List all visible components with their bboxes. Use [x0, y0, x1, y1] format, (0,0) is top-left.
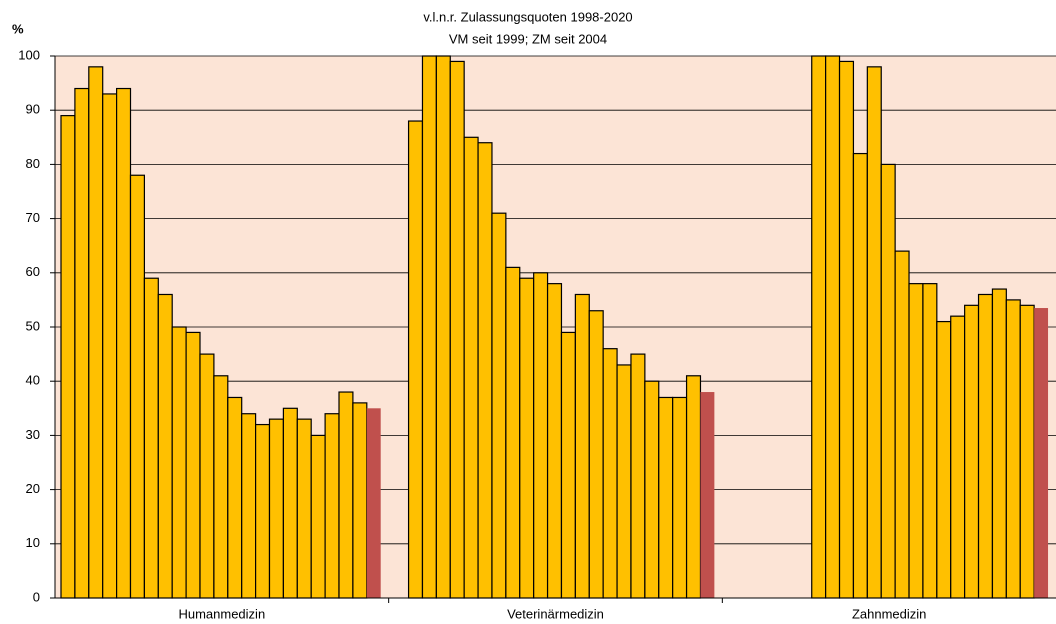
bar [533, 272, 549, 599]
bar [199, 353, 215, 599]
y-tick-label: 50 [26, 318, 40, 333]
bar [1005, 299, 1021, 599]
chart-title: v.l.n.r. Zulassungsquoten 1998-2020 [423, 9, 632, 24]
bar [143, 277, 159, 599]
bar [1034, 308, 1049, 598]
y-tick-label: 80 [26, 156, 40, 171]
bar [366, 408, 381, 598]
bar [838, 60, 855, 599]
y-tick-label: 90 [26, 102, 40, 117]
bar [74, 87, 90, 599]
bar [922, 283, 938, 599]
bar [449, 60, 465, 599]
bar [505, 266, 521, 599]
bar [880, 163, 896, 599]
bar [825, 55, 841, 599]
bar [324, 413, 340, 599]
y-tick-label: 30 [26, 427, 40, 442]
bar [338, 391, 354, 599]
x-tick-label: Zahnmedizin [852, 606, 926, 621]
y-tick-label: 10 [26, 535, 40, 550]
bar [60, 115, 76, 599]
bar [546, 283, 563, 599]
bar [102, 93, 118, 599]
y-tick-label: 60 [26, 264, 40, 279]
bar [171, 326, 187, 599]
bar [227, 396, 243, 599]
bar [852, 152, 868, 599]
y-tick-label: 0 [33, 589, 40, 604]
bar [88, 66, 104, 599]
bar [241, 413, 257, 599]
bar [185, 331, 201, 599]
bar [616, 364, 632, 599]
y-tick-label: 40 [26, 373, 40, 388]
bar [491, 212, 507, 599]
bar [672, 396, 688, 599]
bar [574, 293, 590, 599]
bar [463, 136, 479, 599]
bar [157, 293, 173, 599]
bar [310, 434, 326, 599]
bar [866, 66, 882, 599]
bar [588, 310, 604, 599]
y-tick-label: 70 [26, 210, 40, 225]
bar [560, 331, 576, 599]
bar [644, 380, 660, 599]
bar [936, 320, 952, 599]
bar [700, 392, 715, 598]
bar [129, 174, 145, 599]
bar [421, 55, 437, 599]
chart-subtitle: VM seit 1999; ZM seit 2004 [449, 31, 607, 46]
bar [115, 87, 132, 599]
bar [282, 407, 298, 599]
bar [1019, 304, 1035, 599]
y-tick-label: 20 [26, 481, 40, 496]
bar [685, 375, 702, 599]
bar [519, 277, 535, 599]
bar [268, 418, 284, 599]
bar [950, 315, 966, 599]
bar [658, 396, 674, 599]
bar [352, 402, 368, 599]
bar [977, 293, 994, 599]
bar [477, 142, 493, 599]
bar [908, 283, 924, 599]
bar [213, 375, 229, 599]
bar [894, 250, 910, 599]
y-axis-label: % [12, 21, 24, 36]
bar [630, 353, 646, 599]
bar [407, 120, 424, 599]
bar [435, 55, 451, 599]
x-tick-label: Veterinärmedizin [507, 606, 604, 621]
bar [964, 304, 980, 599]
bar [811, 55, 827, 599]
bar [255, 423, 271, 599]
bar [602, 348, 618, 599]
x-tick-label: Humanmedizin [178, 606, 265, 621]
bar [296, 418, 312, 599]
bar [991, 288, 1007, 599]
y-tick-label: 100 [18, 47, 40, 62]
